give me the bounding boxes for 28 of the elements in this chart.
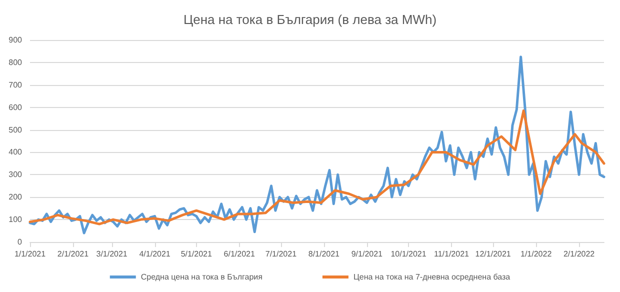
x-tick-label: 7/1/2021	[265, 250, 298, 258]
x-tick-label: 6/1/2021	[224, 250, 256, 258]
x-tick-label: 4/1/2021	[139, 250, 171, 258]
x-tick-label: 1/1/2021	[14, 250, 46, 258]
chart-title: Цена на тока в България (в лева за MWh)	[183, 12, 437, 27]
x-tick-label: 2/1/2021	[57, 250, 90, 258]
line-series	[28, 109, 606, 226]
y-tick-label: 600	[8, 102, 23, 112]
y-tick-label: 300	[8, 170, 23, 180]
y-tick-label: 100	[8, 215, 23, 224]
y-tick-label: 900	[8, 36, 23, 44]
legend-label: Цена на тока на 7-дневна осреднена база	[353, 272, 511, 282]
x-tick-label: 10/1/2021	[390, 250, 427, 258]
x-tick-label: 1/1/2022	[520, 250, 552, 258]
x-tick-label: 9/1/2021	[351, 250, 384, 258]
y-tick-label: 200	[8, 192, 23, 202]
x-tick-label: 12/1/2021	[475, 250, 512, 258]
y-tick-label: 0	[18, 238, 23, 246]
x-tick-label: 3/1/2021	[96, 250, 128, 258]
y-tick-label: 400	[8, 148, 23, 157]
y-tick-label: 500	[8, 125, 23, 134]
y-tick-label: 800	[8, 58, 23, 67]
x-tick-label: 5/1/2021	[180, 250, 212, 258]
y-tick-label: 700	[8, 80, 23, 90]
x-tick-label: 8/1/2021	[308, 250, 340, 258]
x-tick-label: 2/1/2022	[563, 250, 596, 258]
legend-label: Средна цена на тока в България	[140, 272, 262, 282]
x-tick-label: 11/1/2021	[434, 250, 470, 258]
